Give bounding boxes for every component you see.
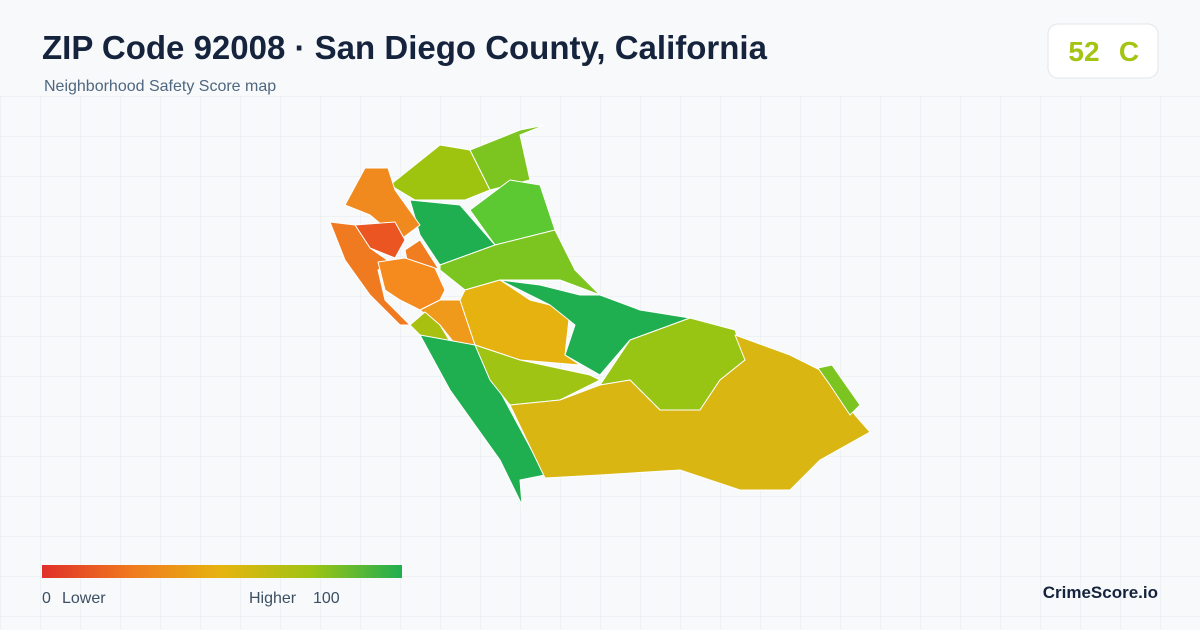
map [329,124,871,506]
subtitle: Neighborhood Safety Score map [44,78,276,95]
legend-max: 100 [313,590,340,607]
title: ZIP Code 92008 · San Diego County, Calif… [42,29,768,66]
region [469,124,546,191]
legend-min-label: Lower [62,590,106,607]
legend-bar [42,565,402,578]
region [329,221,411,326]
region [817,364,861,416]
region [469,179,556,246]
region [439,229,601,296]
legend-max-label: Higher [249,590,297,607]
brand: CrimeScore.io [1043,583,1158,602]
score-badge [1047,23,1159,79]
region [474,344,601,406]
score-grade: C [1119,36,1139,67]
region [344,167,421,241]
legend-min: 0 [42,590,51,607]
region [509,334,871,491]
score-value: 52 [1068,36,1099,67]
